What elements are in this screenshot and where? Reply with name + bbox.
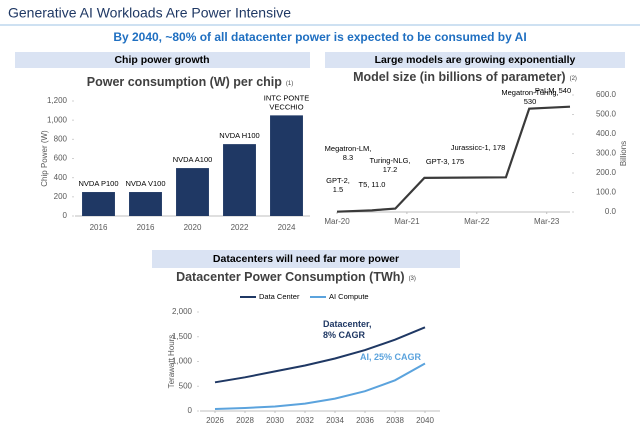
chart-title: Power consumption (W) per chip (1) xyxy=(87,75,294,89)
y-axis-label: Terawatt Hours xyxy=(167,335,176,389)
x-tick-label: 2020 xyxy=(184,223,202,232)
x-tick-label: 2038 xyxy=(386,416,404,425)
y-axis-label: Billions xyxy=(619,141,628,166)
y-tick-label: 200.0 xyxy=(596,168,617,177)
line xyxy=(214,326,426,384)
bar-label: NVDA V100 xyxy=(125,179,165,188)
bar xyxy=(176,168,209,216)
x-tick-label: Mar-20 xyxy=(324,217,350,226)
y-tick-label: 800 xyxy=(54,134,68,143)
footnote: (2) xyxy=(570,76,577,82)
y-tick-label: 500.0 xyxy=(596,110,617,119)
chart-title: Datacenter Power Consumption (TWh) (3) xyxy=(176,270,416,284)
bar-label: NVDA P100 xyxy=(78,179,118,188)
bar-label: INTC PONTE VECCHIO xyxy=(264,93,309,111)
y-tick-label: 1,000 xyxy=(172,357,193,366)
footnote: (3) xyxy=(409,276,416,282)
bar xyxy=(82,192,115,216)
x-tick-label: 2026 xyxy=(206,416,224,425)
data-label: GPT-3, 175 xyxy=(426,157,464,166)
bar xyxy=(223,144,256,216)
y-tick-label: 1,500 xyxy=(172,332,193,341)
section-header-bg xyxy=(15,52,310,68)
y-tick-label: 0.0 xyxy=(605,207,617,216)
y-tick-label: 600 xyxy=(54,154,68,163)
y-tick-label: 2,000 xyxy=(172,307,193,316)
y-tick-label: 300.0 xyxy=(596,149,617,158)
y-tick-label: 400 xyxy=(54,173,68,182)
chart-title-text: Power consumption (W) per chip xyxy=(87,75,283,89)
data-label: Megatron-Turing, 530 xyxy=(501,88,558,106)
x-tick-label: 2036 xyxy=(356,416,374,425)
y-tick-label: 0 xyxy=(188,406,193,415)
section-header: Large models are growing exponentially xyxy=(375,54,576,66)
y-tick-label: 200 xyxy=(54,192,68,201)
chart-title-text: Model size (in billions of parameter) xyxy=(353,70,566,84)
data-label: Jurassicc-1, 178 xyxy=(451,143,506,152)
y-tick-label: 400.0 xyxy=(596,129,617,138)
y-tick-label: 0 xyxy=(63,211,68,220)
x-tick-label: 2040 xyxy=(416,416,434,425)
x-tick-label: 2028 xyxy=(236,416,254,425)
y-tick-label: 500 xyxy=(179,381,193,390)
legend-label: AI Compute xyxy=(329,292,369,301)
data-label: PaLM, 540 xyxy=(535,86,571,95)
x-tick-label: 2022 xyxy=(231,223,249,232)
y-tick-label: 1,200 xyxy=(47,96,68,105)
section-header: Datacenters will need far more power xyxy=(213,253,399,265)
line xyxy=(214,362,426,410)
legend-label: Data Center xyxy=(259,292,300,301)
x-tick-label: 2034 xyxy=(326,416,344,425)
x-tick-label: Mar-21 xyxy=(394,217,420,226)
x-tick-label: 2032 xyxy=(296,416,314,425)
section-header: Chip power growth xyxy=(114,54,209,66)
section-header-bg xyxy=(325,52,625,68)
chart-title: Model size (in billions of parameter) (2) xyxy=(353,70,577,84)
y-tick-label: 1,000 xyxy=(47,115,68,124)
slide-subtitle: By 2040, ~80% of all datacenter power is… xyxy=(113,30,526,44)
chart-title-text: Datacenter Power Consumption (TWh) xyxy=(176,270,404,284)
bar-label: NVDA H100 xyxy=(219,131,259,140)
x-tick-label: 2016 xyxy=(90,223,108,232)
data-label: Turing-NLG, 17.2 xyxy=(370,156,411,174)
annotation: Datacenter, 8% CAGR xyxy=(323,319,372,340)
data-label: GPT-2, 1.5 xyxy=(326,176,350,194)
footnote: (1) xyxy=(286,81,293,87)
bar-label: NVDA A100 xyxy=(173,155,213,164)
data-label: Megatron-LM, 8.3 xyxy=(325,144,372,162)
x-tick-label: Mar-22 xyxy=(464,217,490,226)
annotation: AI, 25% CAGR xyxy=(360,352,422,362)
x-tick-label: Mar-23 xyxy=(534,217,560,226)
y-tick-label: 100.0 xyxy=(596,188,617,197)
section-header-bg xyxy=(152,250,460,268)
line xyxy=(336,105,571,213)
bar xyxy=(129,192,162,216)
bar xyxy=(270,115,303,216)
y-tick-label: 600.0 xyxy=(596,90,617,99)
x-tick-label: 2024 xyxy=(278,223,296,232)
y-axis-label: Chip Power (W) xyxy=(40,130,49,187)
x-tick-label: 2030 xyxy=(266,416,284,425)
x-tick-label: 2016 xyxy=(137,223,155,232)
data-label: T5, 11.0 xyxy=(359,180,386,189)
slide-title: Generative AI Workloads Are Power Intens… xyxy=(8,5,291,21)
